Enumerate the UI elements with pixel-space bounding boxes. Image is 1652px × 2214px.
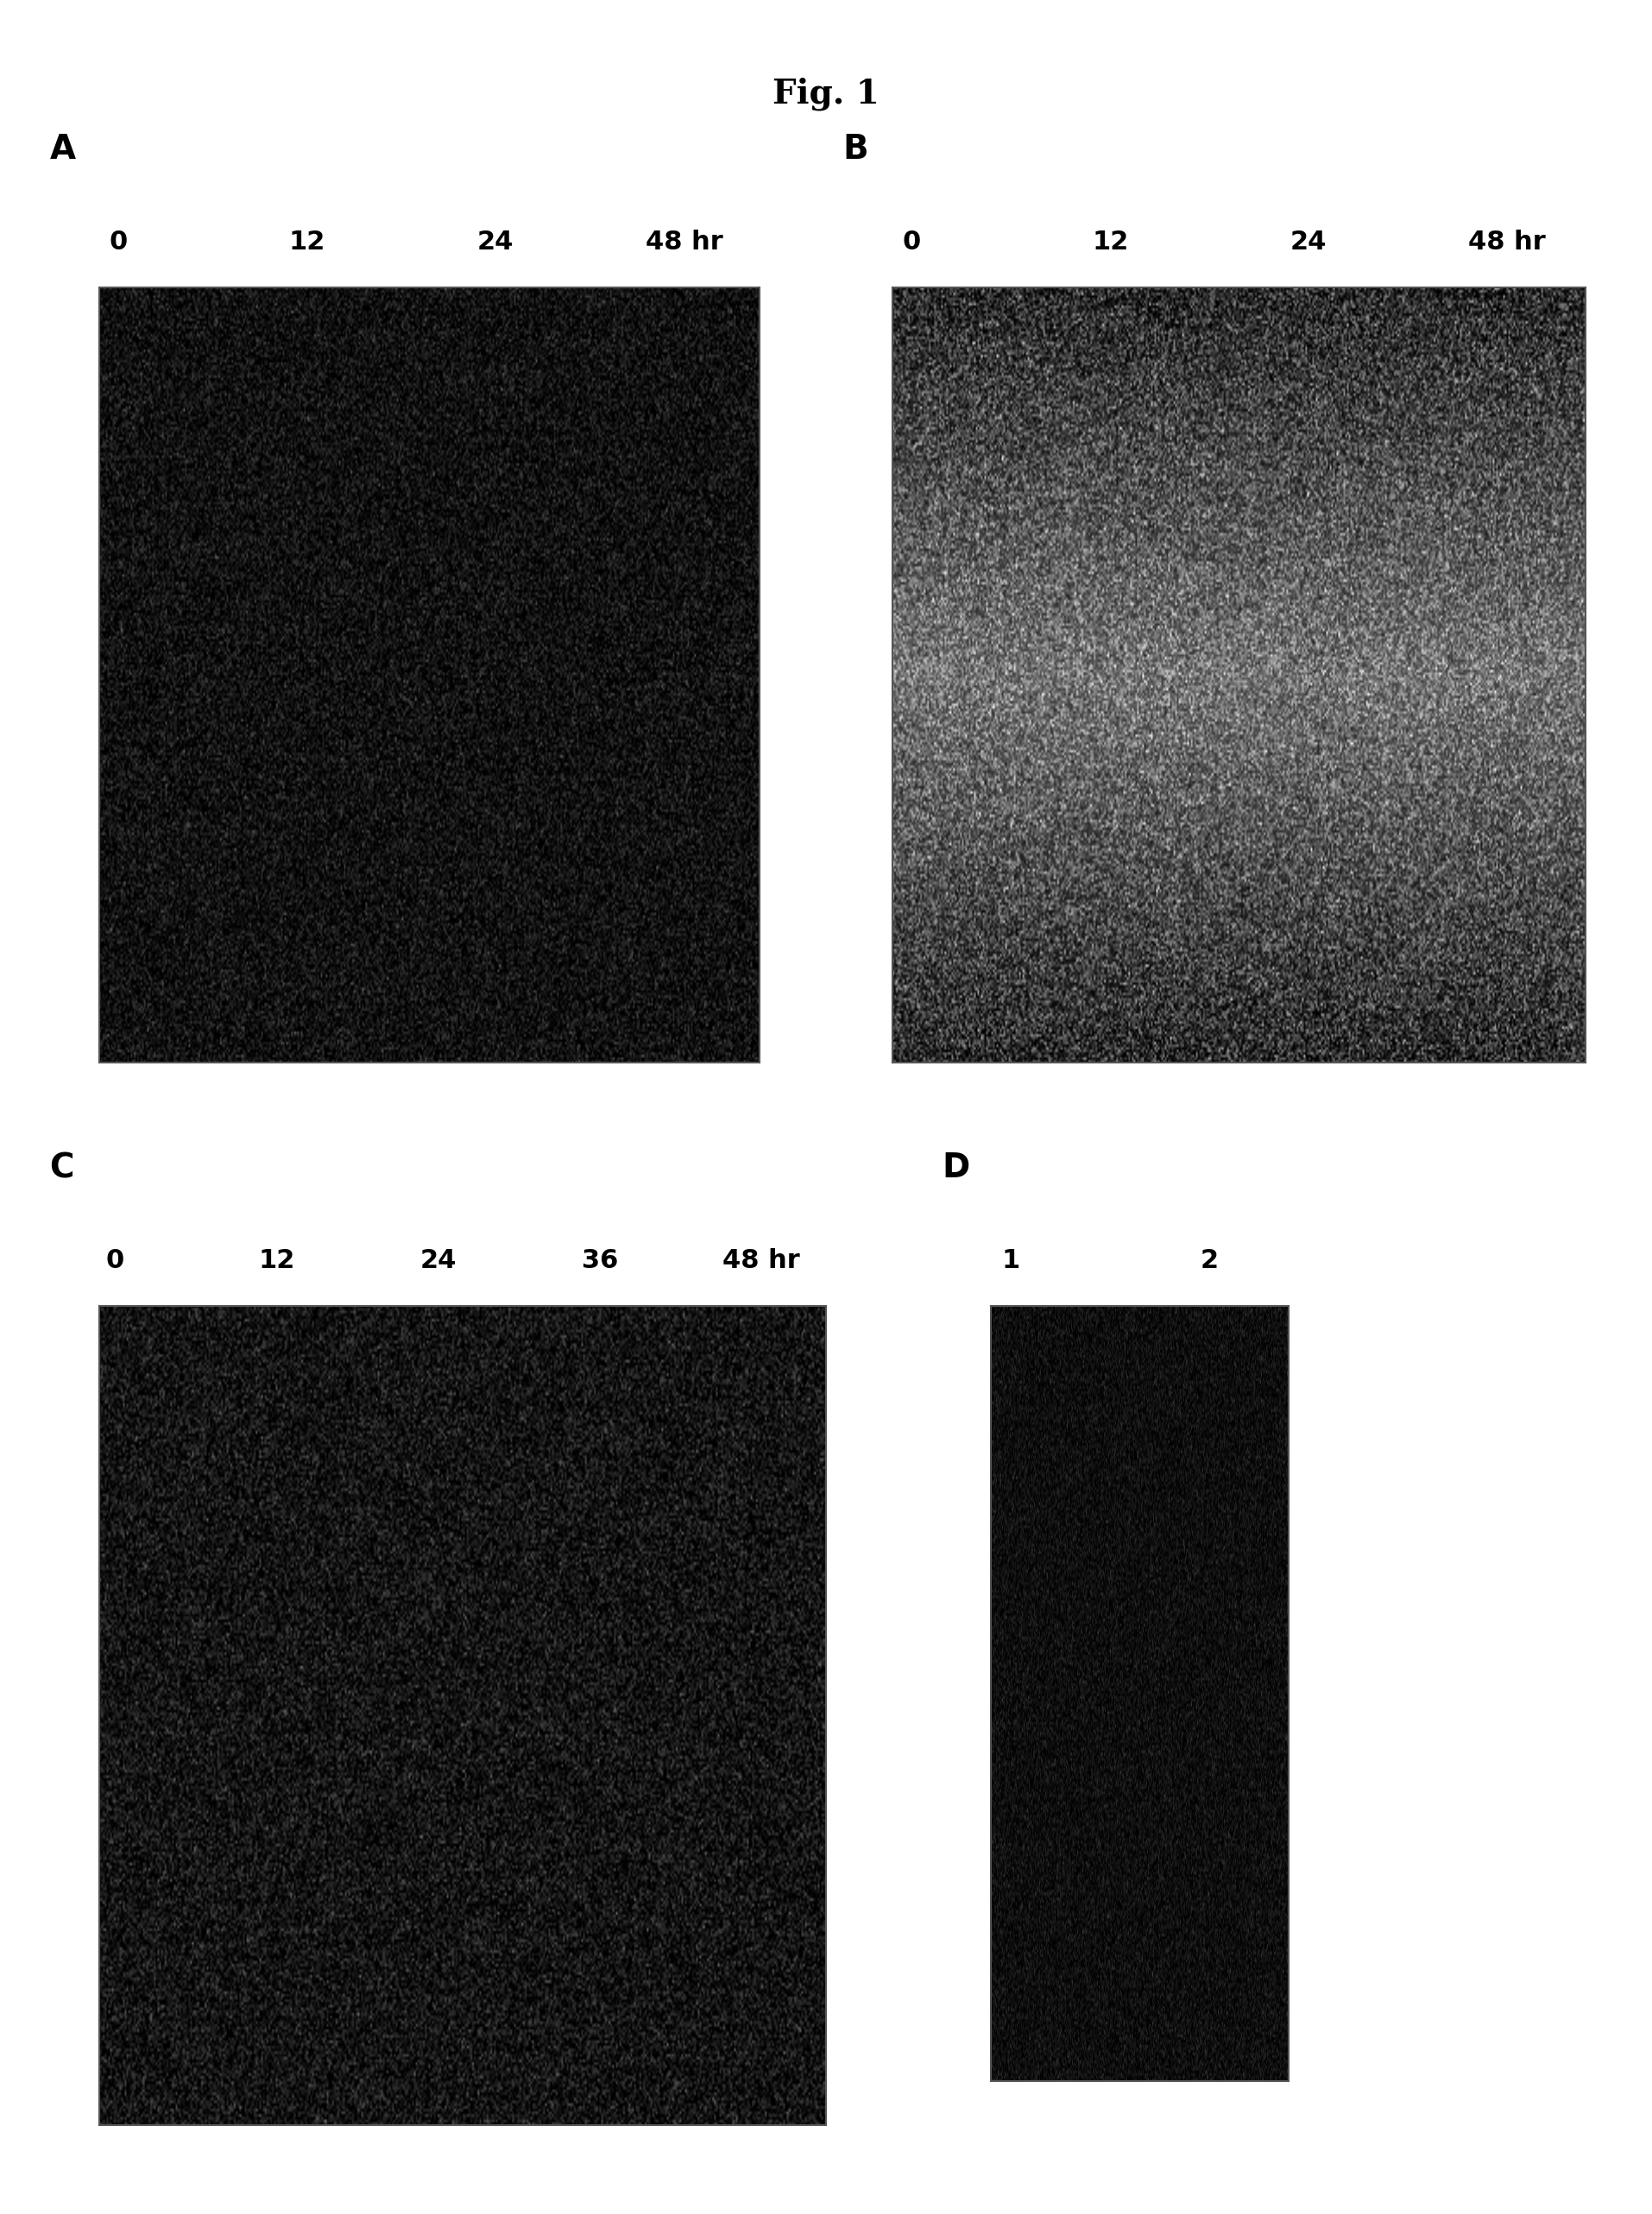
Text: 24: 24 (477, 230, 514, 255)
Text: 0: 0 (902, 230, 922, 255)
Text: 2: 2 (1199, 1249, 1219, 1273)
Text: 0: 0 (106, 1249, 124, 1273)
Text: 48 hr: 48 hr (722, 1249, 800, 1273)
Text: 48 hr: 48 hr (1469, 230, 1545, 255)
Text: C: C (50, 1151, 74, 1184)
Text: 48 hr: 48 hr (646, 230, 724, 255)
Text: Fig. 1: Fig. 1 (773, 77, 879, 111)
Text: D: D (942, 1151, 970, 1184)
Text: 1: 1 (1001, 1249, 1021, 1273)
Text: 24: 24 (1290, 230, 1327, 255)
Text: 36: 36 (582, 1249, 618, 1273)
Text: 24: 24 (420, 1249, 456, 1273)
Text: 12: 12 (289, 230, 325, 255)
Text: 0: 0 (109, 230, 127, 255)
Text: 12: 12 (1092, 230, 1128, 255)
Text: B: B (843, 133, 867, 166)
Text: 12: 12 (258, 1249, 296, 1273)
Text: A: A (50, 133, 76, 166)
